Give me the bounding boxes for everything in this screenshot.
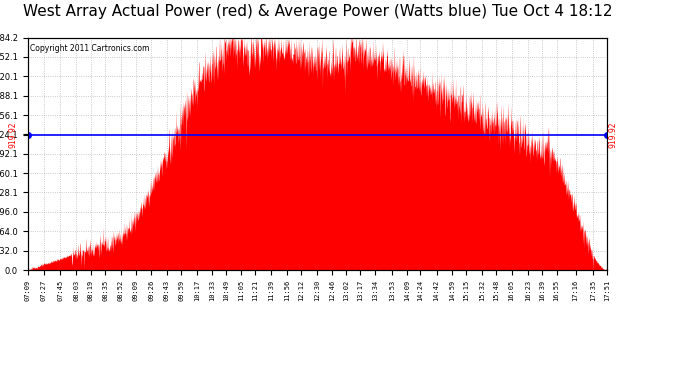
Text: 919.92: 919.92 bbox=[609, 122, 618, 148]
Text: Copyright 2011 Cartronics.com: Copyright 2011 Cartronics.com bbox=[30, 45, 150, 54]
Text: West Array Actual Power (red) & Average Power (Watts blue) Tue Oct 4 18:12: West Array Actual Power (red) & Average … bbox=[23, 4, 612, 19]
